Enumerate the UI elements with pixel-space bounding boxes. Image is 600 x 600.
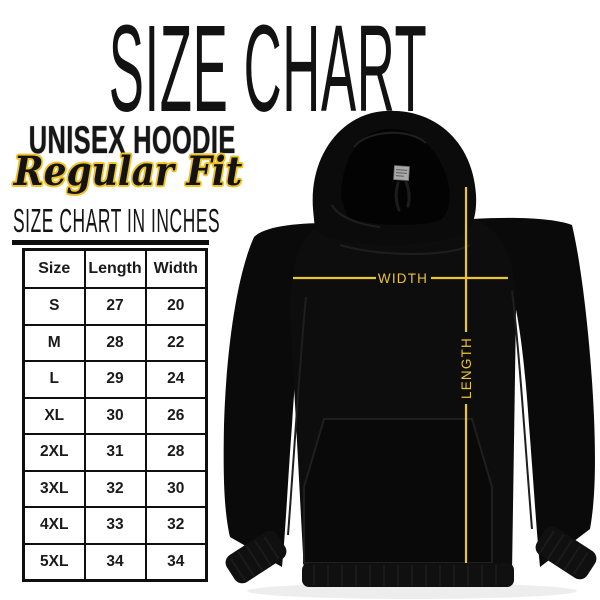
size-cell: 3XL bbox=[22, 469, 86, 508]
size-cell: 2XL bbox=[22, 433, 86, 472]
hoodie-figure: WIDTH LENGTH bbox=[223, 110, 597, 599]
waistband bbox=[302, 563, 514, 587]
length-cell: 28 bbox=[83, 323, 147, 362]
width-cell: 34 bbox=[144, 542, 208, 582]
kangaroo-pocket bbox=[303, 418, 493, 564]
hood-fold-highlight bbox=[331, 131, 427, 228]
table-row: 2XL 31 28 bbox=[22, 433, 208, 472]
size-cell: XL bbox=[22, 396, 86, 435]
size-cell: 5XL bbox=[22, 542, 86, 582]
width-measure-label: WIDTH bbox=[378, 271, 428, 286]
table-row: 5XL 34 34 bbox=[22, 542, 208, 582]
length-cell: 34 bbox=[83, 542, 147, 582]
column-header-width: Width bbox=[144, 248, 208, 289]
length-cell: 33 bbox=[83, 506, 147, 545]
neck-label-tag bbox=[393, 165, 410, 181]
length-cell: 27 bbox=[83, 287, 147, 326]
table-row: S 27 20 bbox=[22, 287, 208, 326]
seam-highlights bbox=[287, 244, 533, 536]
width-cell: 30 bbox=[144, 469, 208, 508]
hoodie-right-sleeve bbox=[472, 217, 595, 567]
length-measure-label: LENGTH bbox=[459, 337, 474, 399]
width-cell: 20 bbox=[144, 287, 208, 326]
page-title: SIZE CHART bbox=[108, 0, 428, 139]
width-cell: 32 bbox=[144, 506, 208, 545]
table-row: M 28 22 bbox=[22, 323, 208, 362]
table-row: L 29 24 bbox=[22, 360, 208, 399]
table-heading: SIZE CHART IN INCHES bbox=[13, 202, 221, 240]
length-cell: 31 bbox=[83, 433, 147, 472]
size-cell: M bbox=[22, 323, 86, 362]
length-cell: 30 bbox=[83, 396, 147, 435]
size-table: Size Length Width S 27 20 M 28 22 L 29 2… bbox=[22, 248, 208, 582]
hoodie-left-cuff bbox=[225, 530, 287, 584]
table-header-row: Size Length Width bbox=[22, 248, 208, 289]
measurement-overlay bbox=[293, 187, 508, 563]
table-row: 3XL 32 30 bbox=[22, 469, 208, 508]
width-cell: 22 bbox=[144, 323, 208, 362]
product-name: UNISEX HOODIE bbox=[28, 117, 236, 162]
width-cell: 28 bbox=[144, 433, 208, 472]
hoodie-right-cuff bbox=[535, 526, 597, 580]
size-cell: 4XL bbox=[22, 506, 86, 545]
length-cell: 32 bbox=[83, 469, 147, 508]
column-header-size: Size bbox=[22, 248, 86, 289]
fit-label: Regular Fit bbox=[13, 148, 243, 195]
size-cell: L bbox=[22, 360, 86, 399]
width-cell: 24 bbox=[144, 360, 208, 399]
heading-underline bbox=[12, 240, 209, 245]
table-row: 4XL 33 32 bbox=[22, 506, 208, 545]
width-cell: 26 bbox=[144, 396, 208, 435]
column-header-length: Length bbox=[83, 248, 147, 289]
hood-drawstrings bbox=[394, 180, 411, 212]
hoodie-photo: WIDTH LENGTH bbox=[220, 95, 600, 600]
table-row: XL 30 26 bbox=[22, 396, 208, 435]
size-cell: S bbox=[22, 287, 86, 326]
length-cell: 29 bbox=[83, 360, 147, 399]
